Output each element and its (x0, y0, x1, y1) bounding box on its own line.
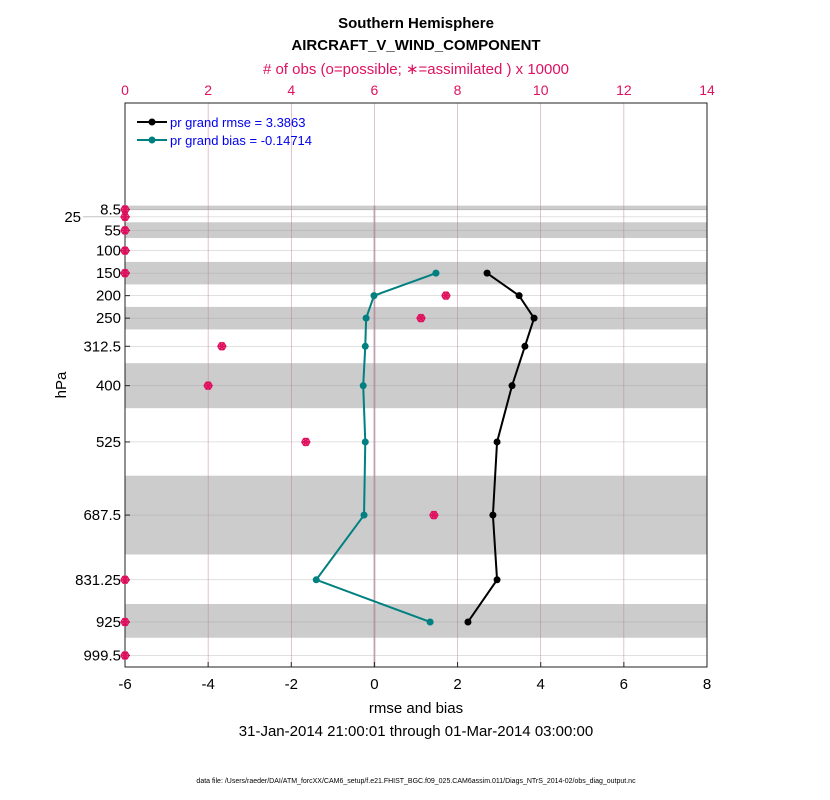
data-point (508, 382, 516, 390)
data-point (361, 438, 369, 446)
x-tick-label: -4 (201, 676, 214, 693)
data-point (359, 382, 367, 390)
data-point (370, 292, 378, 300)
y-tick-label: 250 (96, 310, 121, 327)
data-point (312, 576, 320, 584)
obs-assimilated-marker (120, 575, 130, 585)
x-tick-label: 4 (537, 676, 545, 693)
obs-assimilated-marker (120, 268, 130, 278)
date-range: 31-Jan-2014 21:00:01 through 01-Mar-2014… (239, 723, 593, 740)
obs-assimilated-marker (301, 437, 311, 447)
footer-data-file: data file: /Users/raeder/DAI/ATM_forcXX/… (196, 778, 636, 785)
obs-assimilated-marker (441, 291, 451, 301)
legend-label: pr grand rmse = 3.3863 (170, 115, 306, 130)
x-tick-label: -2 (285, 676, 298, 693)
y-tick-label: 687.5 (83, 507, 121, 524)
x-tick-label: 8 (703, 676, 711, 693)
x-axis-label: rmse and bias (369, 700, 463, 717)
obs-assimilated-marker (120, 651, 130, 660)
x-tick-label: 0 (370, 676, 378, 693)
data-point (432, 269, 440, 277)
obs-assimilated-marker (120, 212, 130, 222)
data-point (483, 269, 491, 277)
data-point (362, 314, 370, 322)
y-tick-label: 999.5 (83, 648, 121, 665)
data-point (521, 342, 529, 350)
data-point (360, 511, 368, 519)
level-band (125, 603, 707, 638)
obs-assimilated-marker (416, 313, 426, 323)
top-tick-label: 10 (533, 82, 549, 98)
legend-label: pr grand bias = -0.14714 (170, 133, 312, 148)
y-tick-label: 925 (96, 614, 121, 631)
y-tick-label: 100 (96, 243, 121, 260)
legend-marker (148, 136, 156, 144)
y-tick-label: 55 (104, 222, 121, 239)
y-tick-label: 400 (96, 378, 121, 395)
chart-title: Southern Hemisphere (338, 15, 494, 32)
data-point (426, 618, 434, 626)
top-tick-label: 2 (204, 82, 212, 98)
data-point (515, 292, 523, 300)
level-band (125, 205, 707, 211)
data-point (493, 576, 501, 584)
y-tick-label: 8.5 (100, 201, 121, 218)
top-tick-label: 0 (121, 82, 129, 98)
data-point (530, 314, 538, 322)
chart-subtitle: AIRCRAFT_V_WIND_COMPONENT (291, 37, 540, 54)
y-tick-label: 831.25 (75, 572, 121, 589)
top-tick-label: 6 (371, 82, 379, 98)
y-tick-label: 525 (96, 434, 121, 451)
x-tick-label: 6 (620, 676, 628, 693)
obs-assimilated-marker (217, 341, 227, 351)
top-tick-label: 8 (454, 82, 462, 98)
x-tick-label: 2 (453, 676, 461, 693)
top-axis-label: # of obs (o=possible; ∗=assimilated ) x … (263, 61, 569, 78)
obs-assimilated-marker (120, 205, 130, 214)
x-tick-label: -6 (118, 676, 131, 693)
y-tick-label: 200 (96, 288, 121, 305)
legend-marker (148, 118, 156, 126)
data-point (489, 511, 497, 519)
y-tick-label: 312.5 (83, 338, 121, 355)
data-point (464, 618, 472, 626)
plot-frame (124, 102, 708, 668)
obs-assimilated-marker (120, 246, 130, 256)
y-axis-label: hPa (53, 371, 70, 398)
data-point (493, 438, 501, 446)
y-tick-label: 150 (96, 265, 121, 282)
top-tick-label: 4 (287, 82, 295, 98)
top-tick-label: 14 (699, 82, 715, 98)
y-tick-label: 25 (64, 209, 81, 226)
data-point (361, 342, 369, 350)
top-tick-label: 12 (616, 82, 632, 98)
obs-assimilated-marker (120, 617, 130, 627)
obs-assimilated-marker (120, 225, 130, 235)
obs-assimilated-marker (203, 381, 213, 391)
obs-assimilated-marker (429, 510, 439, 520)
